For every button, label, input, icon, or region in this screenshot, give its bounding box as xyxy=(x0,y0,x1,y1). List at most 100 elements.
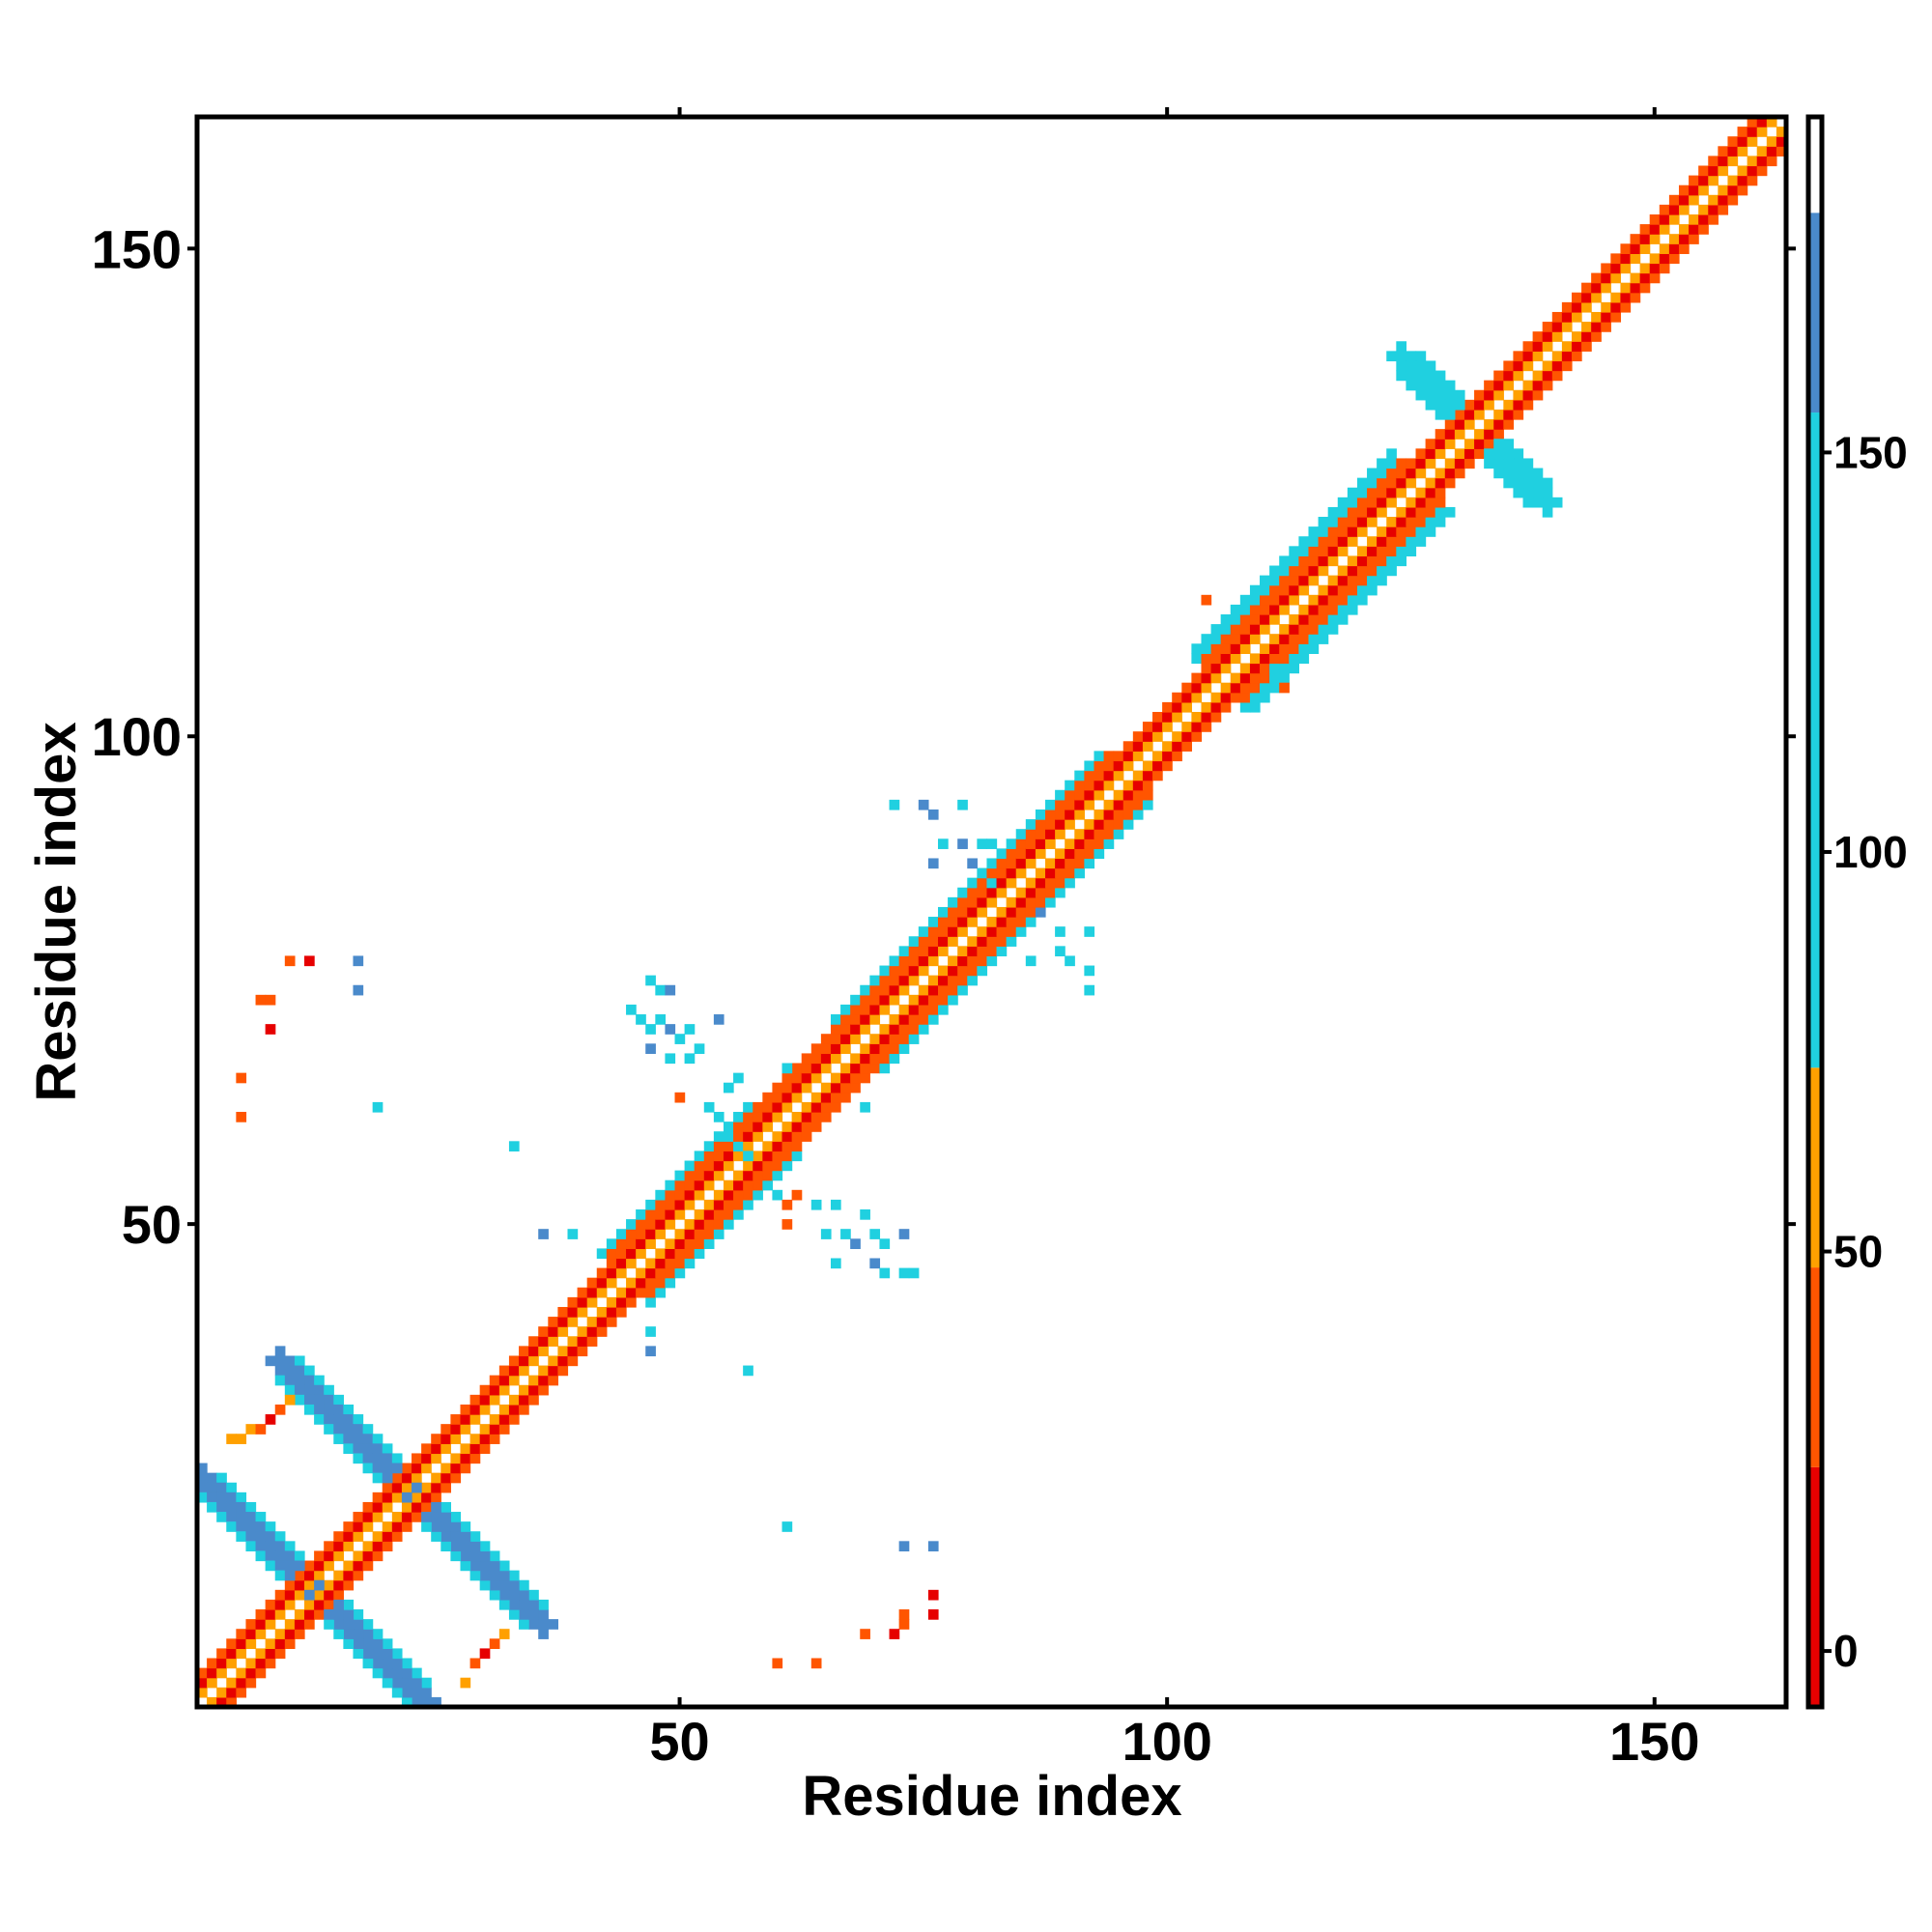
heatmap-cell xyxy=(840,1072,851,1084)
heatmap-cell xyxy=(226,1492,237,1503)
heatmap-cell xyxy=(684,1170,696,1181)
heatmap-cell xyxy=(645,1346,656,1357)
heatmap-cell xyxy=(927,1014,939,1025)
heatmap-cell xyxy=(197,1677,208,1689)
heatmap-cell xyxy=(1668,213,1680,225)
heatmap-cell xyxy=(1279,643,1290,654)
heatmap-cell xyxy=(1260,672,1270,684)
heatmap-cell xyxy=(636,1277,646,1289)
heatmap-cell xyxy=(1689,234,1699,244)
heatmap-cell xyxy=(1327,604,1339,615)
heatmap-cell xyxy=(469,1570,481,1581)
heatmap-cell xyxy=(469,1394,481,1406)
heatmap-cell xyxy=(762,1112,774,1122)
heatmap-cell xyxy=(626,1229,637,1239)
heatmap-cell xyxy=(986,858,998,869)
heatmap-cell xyxy=(265,1648,276,1660)
heatmap-cell xyxy=(343,1541,355,1552)
heatmap-cell xyxy=(1356,594,1368,606)
heatmap-cell xyxy=(207,1472,217,1484)
heatmap-cell xyxy=(1668,234,1680,244)
heatmap-cell xyxy=(1367,555,1378,567)
heatmap-cell xyxy=(353,1560,364,1572)
heatmap-cell xyxy=(1132,751,1144,762)
heatmap-cell xyxy=(850,1072,861,1084)
heatmap-cell xyxy=(586,1317,598,1327)
heatmap-cell xyxy=(1055,789,1065,801)
heatmap-cell xyxy=(684,1160,696,1172)
heatmap-cell xyxy=(703,1170,715,1181)
heatmap-cell xyxy=(207,1492,217,1503)
heatmap-cell xyxy=(401,1482,412,1493)
heatmap-cell xyxy=(1045,809,1056,820)
heatmap-cell xyxy=(1756,117,1768,128)
heatmap-cell xyxy=(694,1208,705,1220)
heatmap-cell xyxy=(1239,624,1251,635)
heatmap-cell xyxy=(362,1629,374,1639)
heatmap-cell xyxy=(1347,536,1358,547)
heatmap-cell xyxy=(314,1414,325,1425)
heatmap-cell xyxy=(684,1024,696,1035)
heatmap-cell xyxy=(1132,809,1144,820)
heatmap-cell xyxy=(440,1424,451,1435)
heatmap-cell xyxy=(412,1512,422,1522)
heatmap-cell xyxy=(1581,341,1592,352)
heatmap-cell xyxy=(1025,896,1037,908)
heatmap-cell xyxy=(1006,867,1017,879)
heatmap-cell xyxy=(421,1677,432,1689)
heatmap-cell xyxy=(1122,751,1134,762)
heatmap-cell xyxy=(791,1082,803,1094)
heatmap-cell xyxy=(1162,741,1173,752)
heatmap-cell xyxy=(1396,506,1407,518)
heatmap-cell xyxy=(840,1014,851,1025)
heatmap-cell xyxy=(1279,604,1290,615)
heatmap-cell xyxy=(1435,429,1446,440)
heatmap-cell xyxy=(1708,204,1719,215)
heatmap-cell xyxy=(1015,858,1027,869)
heatmap-cell xyxy=(1025,955,1037,967)
heatmap-cell xyxy=(684,1238,696,1249)
heatmap-cell xyxy=(372,1541,384,1552)
heatmap-cell xyxy=(460,1443,471,1455)
heatmap-cell xyxy=(1035,838,1046,849)
heatmap-cell xyxy=(1289,546,1299,557)
heatmap-cell xyxy=(586,1336,598,1347)
heatmap-cell xyxy=(626,1287,637,1298)
heatmap-cell xyxy=(703,1219,715,1230)
heatmap-cell xyxy=(1463,399,1475,411)
heatmap-cell xyxy=(1610,272,1622,284)
heatmap-cell xyxy=(1074,867,1085,879)
heatmap-cell xyxy=(412,1492,422,1503)
heatmap-cell xyxy=(265,994,276,1006)
heatmap-cell xyxy=(1142,741,1153,752)
heatmap-cell xyxy=(996,906,1008,918)
heatmap-cell xyxy=(382,1443,393,1455)
heatmap-cell xyxy=(753,1122,763,1132)
heatmap-cell xyxy=(1377,506,1387,518)
heatmap-cell xyxy=(382,1472,393,1484)
heatmap-cell xyxy=(528,1619,539,1630)
heatmap-cell xyxy=(840,1092,851,1103)
heatmap-cell xyxy=(207,1482,217,1493)
heatmap-cell xyxy=(353,1629,364,1639)
heatmap-cell xyxy=(1015,867,1027,879)
heatmap-cell xyxy=(753,1170,763,1181)
heatmap-cell xyxy=(1220,682,1232,694)
colorbar-tick-label: 50 xyxy=(1833,1227,1883,1277)
heatmap-cell xyxy=(498,1629,510,1639)
heatmap-cell xyxy=(1708,165,1719,177)
heatmap-cell xyxy=(1045,838,1056,849)
heatmap-cell xyxy=(1122,809,1134,820)
heatmap-cell xyxy=(791,1092,803,1103)
heatmap-cell xyxy=(1367,487,1378,498)
heatmap-cell xyxy=(1084,858,1095,869)
heatmap-cell xyxy=(314,1599,325,1610)
heatmap-cell xyxy=(1630,243,1641,254)
heatmap-cell xyxy=(986,946,998,957)
heatmap-cell xyxy=(333,1609,344,1620)
heatmap-cell xyxy=(362,1434,374,1444)
heatmap-cell xyxy=(1708,175,1719,186)
heatmap-cell xyxy=(1561,322,1573,332)
heatmap-cell xyxy=(850,1238,861,1249)
heatmap-cell xyxy=(1269,672,1280,684)
